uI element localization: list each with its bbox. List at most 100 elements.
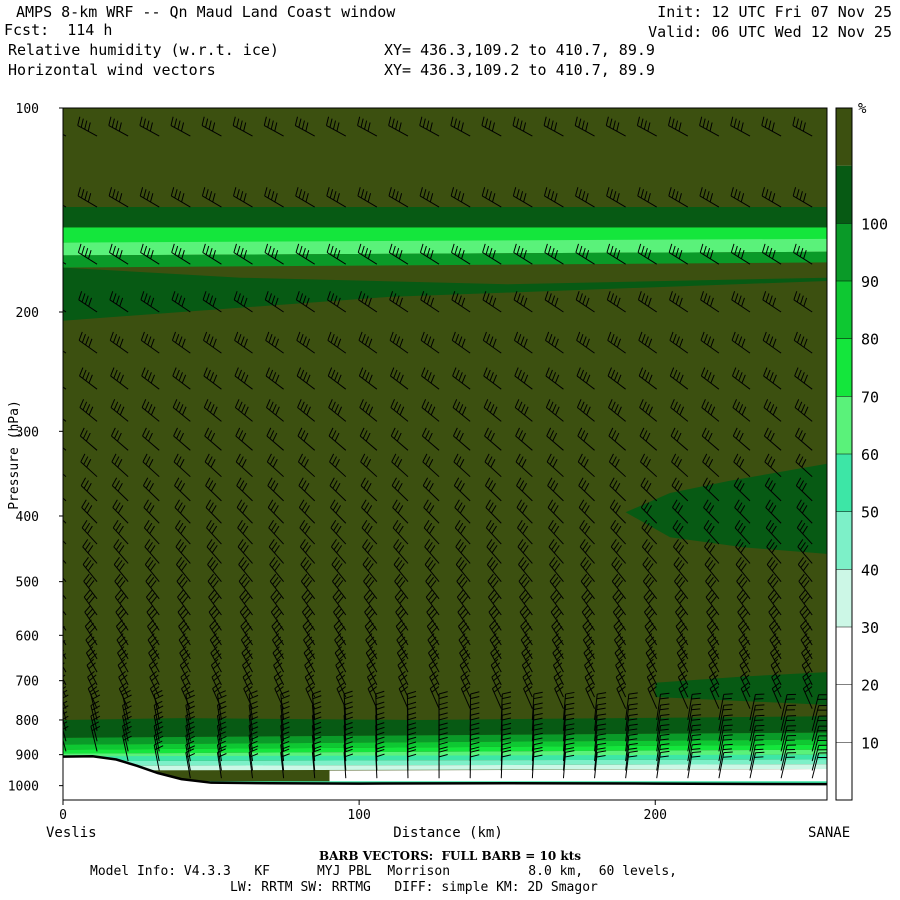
colorbar-segment [836,569,852,627]
barb-flag [396,404,402,413]
barb-flag [217,726,227,731]
barb-flag [773,653,782,661]
barb-flag [244,686,253,693]
barb-flag [280,748,290,753]
wind-barb [703,519,720,545]
barb-flag [180,545,187,554]
barb-flag [766,430,772,439]
wind-barb [646,670,658,698]
barb-flag [793,331,798,341]
wind-barb [332,573,347,600]
wind-barb [674,573,689,600]
barb-flag [738,577,745,585]
barb-flag [501,696,511,700]
barb-flag [398,636,406,644]
barb-flag [501,737,511,741]
barb-flag [579,369,585,379]
wind-barb [796,499,813,524]
barb-flag [738,404,744,413]
barb-flag [730,243,735,253]
barb-flag [362,557,369,565]
barb-flag [738,372,743,381]
barb-flag [674,120,679,130]
barb-flag [424,369,429,379]
field-label-wind: Horizontal wind vectors [8,61,216,79]
wind-barb [718,693,733,721]
wind-barb [248,731,259,762]
barb-flag [85,336,90,346]
barb-flag [706,542,713,551]
barb-flag [552,458,558,468]
wind-barb [237,519,253,545]
barb-flag [702,189,707,199]
colorbar-segment [836,511,852,570]
barb-flag [769,432,775,442]
barb-flag [555,611,562,620]
barb-flag [732,367,737,377]
barb-flag [586,406,591,416]
barb-flag [677,482,683,492]
wind-barb [645,646,658,673]
barb-flag [122,689,131,696]
barb-flag [707,646,716,654]
barb-flag [407,701,417,706]
barb-flag [660,692,670,695]
barb-flag [492,596,500,604]
barb-flag [118,682,127,689]
barb-flag [84,295,89,305]
barb-flag [240,542,247,551]
barb-flag [367,545,374,554]
y-tick-label: 300 [16,425,39,440]
barb-flag [237,334,242,343]
wind-barb [242,658,253,686]
wind-barb [732,399,751,422]
barb-flag [397,505,404,514]
barb-flag [734,499,740,508]
barb-flag [180,622,188,631]
wind-barb [701,399,720,422]
barb-flag [84,120,88,130]
barb-flag [502,749,512,753]
barb-flag [145,456,151,465]
wind-barb [761,243,782,265]
barb-flag [328,427,334,437]
barb-flag [659,697,669,700]
barb-flag [112,189,116,199]
barb-flag [204,453,210,463]
barb-flag [550,120,554,130]
forecast-hour: Fcst: 114 h [4,21,113,39]
barb-flag [209,542,216,551]
barb-flag [763,399,769,408]
barb-flag [147,619,154,627]
barb-flag [419,187,423,197]
barb-flag [533,742,543,746]
wind-barb [210,646,222,673]
x-tick-label: 100 [347,808,370,823]
wind-barb [780,725,797,752]
barb-flag [551,542,558,551]
barb-flag [47,187,49,196]
barb-flag [648,374,653,384]
wind-barb [585,682,596,709]
wind-barb [181,682,191,709]
barb-flag [330,293,335,303]
wind-barb [375,749,385,779]
wind-barb [625,692,638,721]
wind-barb [677,670,689,698]
barb-flag [176,573,183,582]
barb-flag [520,404,526,413]
barb-flag [248,690,258,695]
barb-flag [248,740,258,746]
barb-flag [428,482,434,492]
barb-flag [646,658,654,666]
barb-flag [52,402,56,410]
barb-flag [799,191,803,201]
barb-flag [429,622,436,631]
wind-barb [438,749,448,779]
barb-flag [296,367,302,377]
barb-flag [708,482,714,492]
barb-flag [722,756,732,758]
barb-flag [425,589,433,598]
barb-flag [642,456,648,465]
barb-flag [618,639,626,648]
